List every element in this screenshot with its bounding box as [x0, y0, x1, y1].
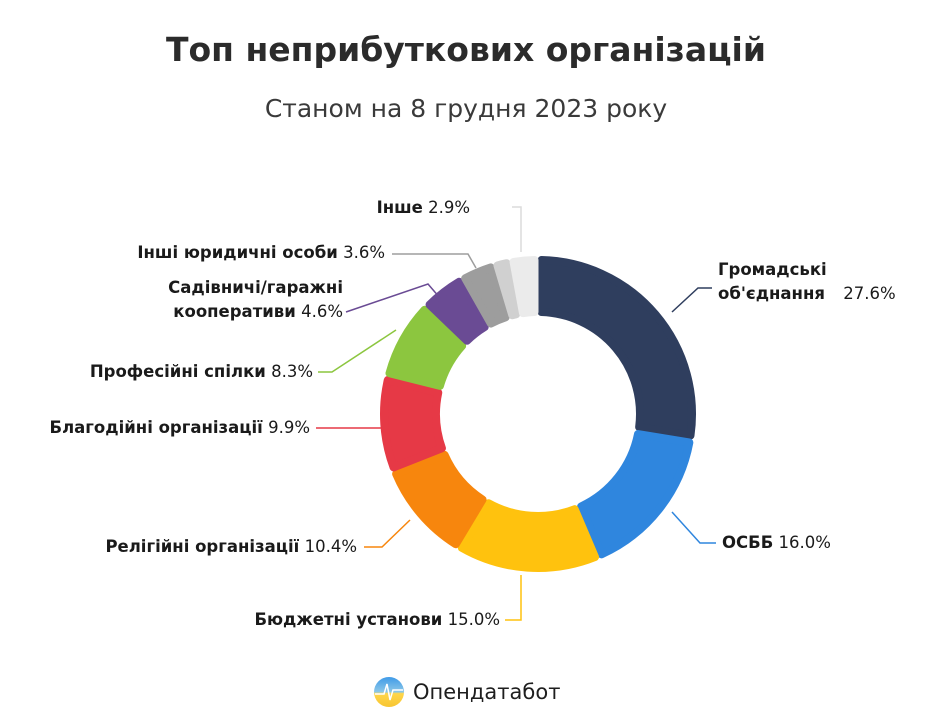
slice-label-6: Садівничі/гаражні кооперативи 4.6%: [168, 278, 343, 321]
leader-line-7: [392, 253, 477, 269]
leader-line-6: [345, 283, 441, 313]
donut-slice-1: [577, 430, 694, 559]
slice-value: 15.0%: [447, 610, 500, 629]
donut-slice-0: [537, 256, 696, 440]
slice-value: 2.9%: [428, 198, 470, 217]
slice-value: 16.0%: [778, 533, 831, 552]
donut-slice-9: [509, 256, 539, 318]
slice-value: 9.9%: [268, 418, 310, 437]
donut-slice-8: [493, 259, 521, 320]
brand-logo-icon: [374, 677, 404, 707]
donut-slice-7: [461, 263, 510, 328]
leader-line-2: [505, 575, 522, 621]
slice-label-3: Релігійні організації 10.4%: [105, 537, 357, 556]
slice-label-4: Благодійні організації 9.9%: [49, 418, 311, 437]
slice-value: 10.4%: [304, 537, 357, 556]
slice-label-7: Інші юридичні особи 3.6%: [137, 243, 385, 262]
slice-label-1: ОСББ 16.0%: [722, 533, 831, 552]
leader-line-3: [364, 519, 411, 548]
donut-slice-2: [457, 499, 600, 572]
donut-slice-5: [385, 305, 467, 390]
slice-value: 8.3%: [271, 362, 313, 381]
chart-title: Топ неприбуткових організацій: [166, 30, 766, 69]
slice-value: 4.6%: [301, 302, 343, 321]
brand-logo: Опендатабот: [373, 676, 560, 708]
slice-value: 3.6%: [343, 243, 385, 262]
leader-line-1: [671, 511, 716, 544]
slice-label-0: Громадські об'єднання 27.6%: [718, 260, 896, 303]
chart-subtitle: Станом на 8 грудня 2023 року: [264, 94, 668, 123]
slice-value: 27.6%: [843, 284, 896, 303]
donut-slice-3: [392, 450, 487, 549]
brand-name: Опендатабот: [413, 680, 561, 704]
slice-label-5: Професійні спілки 8.3%: [89, 362, 313, 381]
slice-label-2: Бюджетні установи 15.0%: [254, 610, 500, 629]
leader-line-9: [512, 206, 522, 252]
leader-line-0: [671, 287, 712, 313]
leader-line-5: [318, 329, 397, 373]
donut-slice-4: [380, 376, 446, 472]
slice-label-9: Інше 2.9%: [376, 198, 470, 217]
